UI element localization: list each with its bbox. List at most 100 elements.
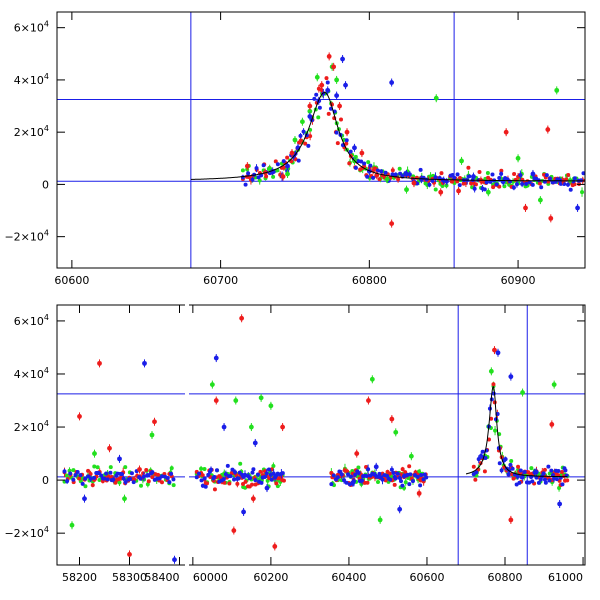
data-point — [407, 482, 412, 487]
data-point — [509, 458, 514, 463]
data-point — [377, 517, 383, 523]
data-point — [530, 479, 535, 484]
data-point — [554, 477, 559, 482]
data-point — [379, 169, 384, 174]
data-point — [389, 416, 395, 422]
data-point — [520, 475, 525, 480]
data-point — [69, 522, 75, 528]
data-point — [213, 355, 219, 361]
data-point — [424, 475, 429, 480]
data-point — [120, 472, 125, 477]
data-point — [64, 473, 69, 478]
data-point — [522, 470, 527, 475]
data-point — [495, 350, 501, 356]
data-point — [348, 474, 353, 479]
data-point — [232, 477, 237, 482]
data-point — [342, 478, 347, 483]
data-point — [403, 480, 408, 485]
data-point — [213, 398, 219, 403]
data-point — [312, 96, 317, 101]
data-point — [499, 171, 504, 176]
top-panel: 6×104 4×104 2×104 0 −2×104 60600 60700 60800 609… — [4, 11, 586, 287]
x-tick-label: 60900 — [501, 274, 536, 287]
data-point — [529, 466, 534, 471]
data-point — [527, 480, 532, 485]
data-point — [225, 463, 230, 468]
data-point — [266, 467, 271, 472]
data-point — [346, 472, 351, 477]
data-point — [231, 528, 237, 533]
data-point — [517, 480, 522, 485]
data-point — [477, 170, 482, 175]
x-tick-label: 60600 — [54, 274, 89, 287]
data-point — [159, 480, 164, 485]
data-point — [307, 114, 313, 119]
data-point — [466, 165, 471, 170]
data-point — [419, 473, 424, 478]
data-point — [339, 472, 344, 477]
data-point — [400, 483, 405, 488]
data-point — [515, 155, 521, 161]
data-point — [252, 440, 258, 446]
data-point — [366, 160, 371, 165]
data-point — [307, 108, 313, 114]
data-point — [476, 457, 481, 462]
data-point — [236, 476, 241, 481]
data-point — [457, 176, 462, 181]
data-point — [415, 474, 420, 479]
data-point — [152, 419, 157, 425]
data-point — [543, 480, 548, 485]
data-point — [369, 376, 375, 382]
data-point — [497, 175, 502, 180]
data-point — [537, 181, 542, 186]
data-point — [285, 163, 290, 169]
data-point — [272, 544, 278, 549]
data-point — [88, 476, 93, 481]
data-point — [455, 172, 460, 177]
data-point — [393, 476, 398, 481]
data-point — [557, 501, 563, 507]
data-point — [167, 480, 172, 485]
data-point — [508, 517, 514, 523]
data-point — [383, 478, 388, 483]
y-tick-label: 4×104 — [14, 72, 49, 87]
data-point — [393, 172, 398, 177]
data-point — [141, 471, 146, 476]
data-point — [512, 171, 517, 176]
data-point — [325, 80, 330, 85]
data-point — [97, 360, 102, 366]
data-point — [202, 467, 207, 472]
data-point — [491, 185, 496, 190]
data-point — [444, 183, 449, 188]
data-point — [508, 374, 514, 380]
data-point — [264, 471, 269, 476]
data-point — [129, 471, 134, 476]
data-point — [244, 163, 250, 169]
data-point — [365, 174, 370, 179]
data-point — [353, 472, 358, 477]
data-point — [565, 478, 570, 483]
data-point — [317, 105, 322, 110]
data-point — [86, 468, 91, 473]
data-point — [169, 471, 174, 476]
x-tick-label: 60000 — [193, 571, 228, 584]
data-point — [117, 456, 122, 462]
data-point — [390, 168, 395, 173]
data-point — [281, 478, 286, 483]
data-point — [271, 464, 276, 469]
data-point — [347, 161, 352, 166]
data-point — [223, 472, 228, 477]
data-point — [560, 482, 565, 487]
data-point — [228, 474, 233, 479]
data-point — [340, 56, 345, 62]
data-point — [486, 437, 491, 442]
x-tick-label: 60600 — [409, 571, 444, 584]
data-point — [326, 111, 331, 116]
data-point — [514, 182, 519, 187]
data-point — [480, 449, 485, 454]
data-point — [123, 465, 128, 470]
data-point — [511, 476, 516, 481]
data-point — [520, 390, 525, 395]
data-point — [339, 117, 344, 122]
data-point — [518, 173, 523, 178]
